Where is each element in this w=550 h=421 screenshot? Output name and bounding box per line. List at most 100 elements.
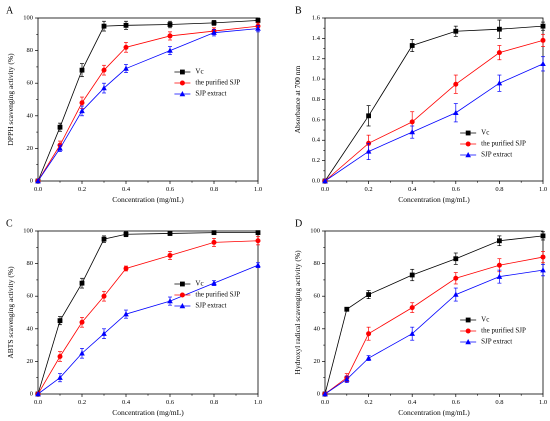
y-tick-label: 100 [23, 14, 33, 21]
data-point [496, 273, 503, 279]
data-point [123, 265, 129, 271]
series-0 [35, 17, 261, 184]
data-point [57, 318, 63, 324]
series-line [324, 63, 544, 182]
series-2 [322, 56, 546, 184]
y-tick-label: 0.8 [312, 96, 320, 103]
x-tick-label: 0.6 [166, 399, 175, 406]
data-point [35, 178, 41, 184]
y-tick-label: 80 [27, 260, 34, 267]
series-0 [322, 231, 546, 397]
data-point [167, 252, 173, 258]
series-line [37, 28, 259, 182]
y-tick-label: 0.0 [312, 177, 320, 184]
y-tick-label: 1.6 [312, 14, 321, 21]
y-tick-label: 40 [27, 112, 34, 119]
y-tick-label: 0.4 [312, 137, 321, 144]
data-point [123, 231, 129, 237]
legend-marker [465, 339, 471, 345]
data-point [409, 43, 415, 48]
x-tick-label: 0.8 [495, 186, 503, 193]
data-point [496, 80, 503, 86]
data-point [211, 280, 217, 286]
data-point [57, 124, 63, 130]
legend-label: the purified SJP [195, 291, 240, 299]
legend-label: the purified SJP [481, 327, 526, 335]
data-point [255, 238, 261, 244]
series-1 [35, 236, 261, 397]
data-point [101, 330, 107, 336]
y-tick-label: 1.4 [312, 35, 321, 42]
x-tick-label: 0.8 [210, 186, 218, 193]
data-point [57, 354, 63, 360]
x-tick-label: 0.2 [78, 186, 86, 193]
y-tick-label: 60 [314, 293, 321, 300]
legend-label: Vc [195, 68, 203, 76]
legend-marker [465, 317, 471, 323]
x-tick-label: 0.8 [210, 399, 218, 406]
series-0 [35, 230, 261, 397]
x-tick-label: 0.0 [34, 399, 42, 406]
data-point [79, 350, 85, 356]
data-point [167, 47, 173, 53]
data-point [79, 319, 85, 325]
y-tick-label: 20 [314, 358, 321, 365]
data-point [366, 331, 372, 337]
x-tick-label: 0.4 [408, 399, 417, 406]
data-point [453, 81, 459, 87]
legend-label: Vc [481, 316, 489, 324]
legend-marker [179, 292, 185, 298]
panel-b: B 0.0 0.2 0.4 0.6 0.8 1.0 0.0 0.2 0.4 0.6 0.8 1.0 1.2… [293, 5, 547, 204]
legend: Vc the purified SJP SJP extract [174, 68, 240, 98]
data-point [211, 20, 217, 26]
x-tick-label: 0.4 [408, 186, 417, 193]
series-2 [35, 262, 261, 397]
panel-label: D [295, 218, 302, 229]
data-point [255, 230, 261, 236]
x-tick-label: 1.0 [254, 186, 262, 193]
data-point [540, 267, 546, 273]
data-point [453, 28, 459, 34]
y-axis-title: DPPH scavenging activity (%) [6, 53, 15, 146]
plot-frame [37, 230, 259, 395]
data-point [453, 275, 459, 281]
data-point [255, 262, 261, 268]
data-point [497, 238, 502, 244]
legend-label: SJP extract [481, 338, 512, 346]
x-tick-label: 0.0 [321, 399, 329, 406]
data-point [540, 233, 546, 239]
data-point [79, 107, 85, 114]
legend-label: the purified SJP [481, 140, 526, 148]
data-point [409, 119, 415, 125]
data-point [409, 272, 415, 278]
data-point [211, 239, 217, 245]
data-point [101, 85, 107, 91]
series-line [37, 25, 259, 182]
data-point [453, 256, 459, 262]
legend-marker [180, 69, 185, 75]
data-point [79, 280, 85, 286]
panel-a: A 0.0 0.2 0.4 0.6 0.8 1.0 0 20 40 60 80 100 Concentra… [6, 5, 262, 204]
data-point [123, 44, 129, 50]
legend-label: Vc [481, 129, 489, 137]
data-point [344, 376, 350, 382]
y-tick-label: 1.2 [312, 55, 320, 62]
data-point [123, 311, 129, 317]
x-axis-title: Concentration (mg/mL) [398, 408, 470, 417]
data-point [453, 291, 459, 297]
data-point [79, 67, 85, 73]
legend-label: SJP extract [195, 302, 226, 310]
y-tick-label: 60 [27, 293, 34, 300]
y-tick-label: 40 [27, 325, 34, 332]
data-point [496, 50, 502, 56]
y-tick-label: 100 [310, 227, 320, 234]
x-tick-label: 0.6 [166, 186, 175, 193]
legend-marker [465, 328, 471, 334]
series-1 [322, 251, 546, 397]
x-tick-label: 0.4 [122, 399, 131, 406]
data-point [57, 145, 63, 151]
y-tick-label: 0.6 [312, 116, 321, 123]
data-point [255, 18, 261, 23]
series-line [37, 232, 258, 395]
y-tick-label: 20 [27, 145, 34, 152]
